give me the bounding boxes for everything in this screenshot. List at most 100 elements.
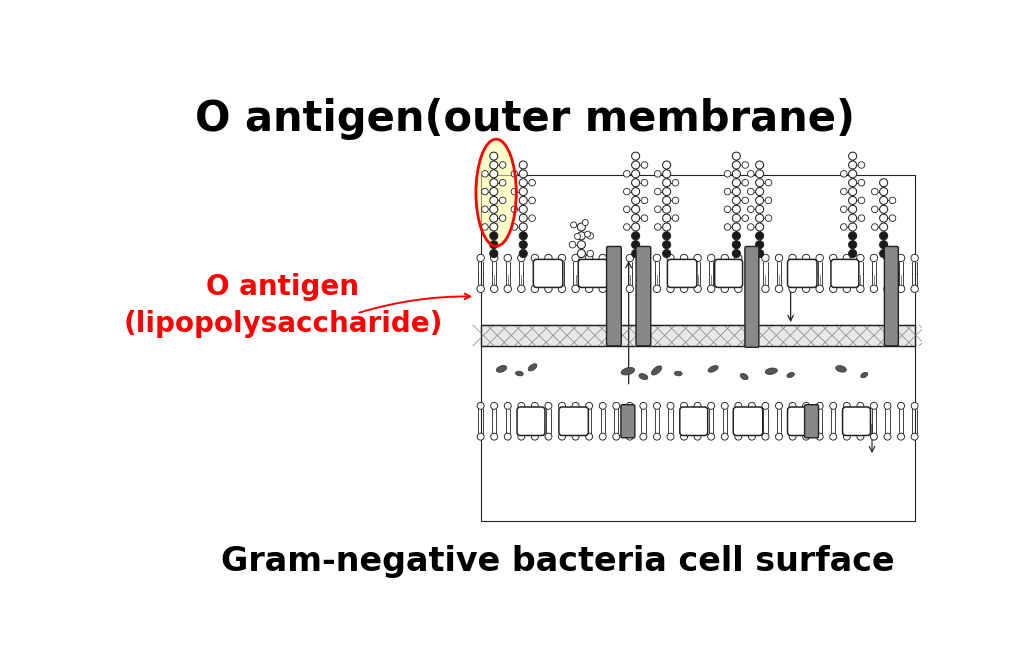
Circle shape [519, 223, 527, 231]
Circle shape [545, 402, 552, 409]
Circle shape [558, 433, 565, 440]
Circle shape [857, 402, 864, 409]
Circle shape [857, 254, 864, 262]
Circle shape [857, 433, 864, 440]
Circle shape [756, 223, 764, 231]
Circle shape [519, 250, 527, 257]
Circle shape [724, 170, 731, 177]
Circle shape [803, 285, 810, 293]
Circle shape [756, 240, 764, 249]
Circle shape [742, 215, 749, 221]
Circle shape [489, 196, 498, 204]
Circle shape [756, 196, 764, 204]
Circle shape [803, 433, 810, 440]
Circle shape [612, 285, 620, 293]
Circle shape [519, 240, 527, 249]
Circle shape [844, 433, 850, 440]
Circle shape [663, 240, 671, 249]
Ellipse shape [497, 365, 507, 372]
Circle shape [880, 196, 888, 204]
Circle shape [841, 170, 847, 177]
FancyBboxPatch shape [559, 407, 589, 436]
Circle shape [667, 402, 674, 409]
FancyBboxPatch shape [680, 407, 708, 436]
Circle shape [756, 179, 764, 187]
Circle shape [519, 205, 527, 214]
Circle shape [667, 433, 674, 440]
Circle shape [489, 214, 498, 222]
Circle shape [632, 196, 640, 204]
Circle shape [788, 254, 797, 262]
Circle shape [841, 224, 847, 231]
Circle shape [489, 170, 498, 178]
Ellipse shape [515, 371, 523, 376]
Circle shape [732, 205, 740, 214]
Circle shape [489, 240, 498, 249]
Circle shape [558, 402, 565, 409]
Circle shape [504, 433, 511, 440]
Circle shape [663, 179, 671, 187]
Circle shape [841, 206, 847, 213]
Circle shape [519, 179, 527, 187]
Circle shape [748, 170, 754, 177]
Circle shape [489, 152, 498, 160]
Ellipse shape [740, 373, 749, 380]
Circle shape [708, 285, 715, 293]
Circle shape [816, 433, 823, 440]
Circle shape [775, 285, 782, 293]
Circle shape [558, 285, 565, 293]
Circle shape [762, 402, 769, 409]
Circle shape [663, 232, 671, 240]
Circle shape [500, 215, 506, 221]
Circle shape [632, 170, 640, 178]
Circle shape [519, 196, 527, 204]
Circle shape [640, 285, 647, 293]
Circle shape [829, 254, 837, 262]
Circle shape [663, 170, 671, 178]
Circle shape [672, 179, 679, 186]
Circle shape [599, 433, 606, 440]
Circle shape [632, 240, 640, 249]
Circle shape [843, 254, 851, 262]
Circle shape [911, 402, 919, 409]
Circle shape [871, 224, 878, 231]
Circle shape [858, 197, 865, 204]
Circle shape [578, 240, 586, 249]
Circle shape [517, 285, 525, 293]
Ellipse shape [639, 373, 648, 380]
Circle shape [732, 152, 740, 160]
Circle shape [627, 433, 633, 440]
Circle shape [849, 232, 857, 240]
Circle shape [641, 215, 648, 221]
Circle shape [518, 402, 524, 409]
Circle shape [775, 433, 782, 440]
Circle shape [829, 433, 837, 440]
Circle shape [732, 196, 740, 204]
Circle shape [765, 197, 772, 204]
Circle shape [681, 433, 687, 440]
Circle shape [663, 223, 671, 231]
Circle shape [880, 187, 888, 196]
Circle shape [694, 285, 701, 293]
Circle shape [632, 152, 640, 160]
Circle shape [504, 254, 511, 262]
Circle shape [519, 232, 527, 240]
Circle shape [587, 250, 594, 257]
Circle shape [511, 224, 518, 231]
Circle shape [653, 285, 660, 293]
Circle shape [749, 285, 756, 293]
Bar [480, 175, 914, 521]
Circle shape [558, 254, 565, 262]
Circle shape [490, 402, 498, 409]
Circle shape [724, 224, 731, 231]
Circle shape [586, 433, 593, 440]
Circle shape [735, 402, 741, 409]
Circle shape [672, 197, 679, 204]
Circle shape [870, 402, 878, 409]
Ellipse shape [765, 368, 777, 375]
Circle shape [849, 152, 857, 160]
Circle shape [748, 188, 754, 195]
Circle shape [632, 187, 640, 196]
Ellipse shape [786, 373, 795, 377]
Circle shape [748, 206, 754, 213]
